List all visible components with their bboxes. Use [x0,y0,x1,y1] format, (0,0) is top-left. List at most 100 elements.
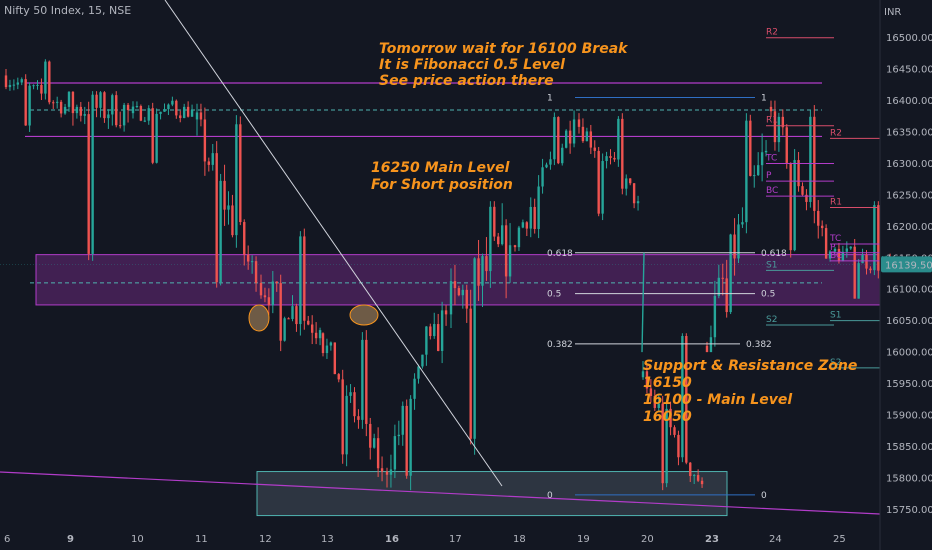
candle-17-5[interactable] [469,308,472,439]
candle-10-4[interactable] [147,108,150,121]
candle-6-12[interactable] [52,102,55,104]
candle-10-3[interactable] [143,120,147,122]
candle-10-5[interactable] [151,108,154,163]
candle-11-11[interactable] [239,124,242,223]
candle-18-1[interactable] [517,227,521,248]
candle-18-0[interactable] [513,245,517,248]
trendline-layer[interactable] [0,0,881,515]
candle-23-5[interactable] [725,278,728,313]
candle-6-15[interactable] [63,106,67,114]
candle-9-15[interactable] [126,104,130,111]
candle-20-4[interactable] [657,403,660,408]
candle-24-15[interactable] [828,251,832,259]
candle-9-13[interactable] [118,125,122,127]
candle-12-10[interactable] [299,236,302,325]
candle-10-2[interactable] [139,106,143,121]
candle-23-15[interactable] [764,150,768,153]
candle-18-9[interactable] [549,159,552,165]
candles-layer[interactable] [4,59,896,491]
candle-12-14[interactable] [314,332,318,339]
candle-24-4[interactable] [785,127,788,163]
candle-13-1[interactable] [325,345,329,354]
candle-12-9[interactable] [295,306,298,325]
candle-9-12[interactable] [115,95,118,126]
candle-11-13[interactable] [246,254,250,262]
candle-13-13[interactable] [372,438,376,448]
candle-20-15[interactable] [700,480,704,485]
candle-25-4[interactable] [849,246,852,249]
candle-16-0[interactable] [385,471,389,475]
candle-25-7[interactable] [861,254,864,264]
candle-13-6[interactable] [345,395,348,455]
candle-16-8[interactable] [417,366,420,379]
candle-19-11[interactable] [621,118,624,189]
candle-24-5[interactable] [789,162,792,251]
candle-12-2[interactable] [267,297,271,306]
candle-12-12[interactable] [307,320,310,325]
candle-6-13[interactable] [55,101,59,103]
candle-10-12[interactable] [179,115,182,119]
candle-17-2[interactable] [457,288,461,296]
candle-25-11[interactable] [877,205,880,271]
candle-24-13[interactable] [820,225,824,229]
candle-10-15[interactable] [190,110,194,117]
candle-11-5[interactable] [215,153,218,283]
candle-19-2[interactable] [585,131,589,142]
candle-18-15[interactable] [572,119,576,144]
candle-12-6[interactable] [283,318,286,341]
candle-6-2[interactable] [12,84,16,86]
candle-17-11[interactable] [493,206,496,237]
candle-18-6[interactable] [537,186,540,229]
candle-16-6[interactable] [409,398,412,476]
candle-9-2[interactable] [75,106,79,114]
candle-19-1[interactable] [581,126,585,142]
candle-12-7[interactable] [287,318,290,320]
candle-20-3[interactable] [653,395,657,408]
candle-6-6[interactable] [28,85,31,126]
candle-12-15[interactable] [318,330,322,339]
candle-6-9[interactable] [40,84,43,94]
candle-24-8[interactable] [801,186,804,195]
candle-9-7[interactable] [95,94,98,108]
candle-20-2[interactable] [649,388,653,396]
candle-9-11[interactable] [111,95,114,115]
candle-9-1[interactable] [71,91,75,114]
candle-6-3[interactable] [16,82,20,85]
candle-18-4[interactable] [529,206,532,229]
candle-13-2[interactable] [329,342,333,346]
candle-19-12[interactable] [625,178,628,189]
candle-12-1[interactable] [263,295,267,298]
candle-16-1[interactable] [389,469,393,475]
candle-17-0[interactable] [449,281,453,315]
candle-19-7[interactable] [605,156,608,162]
candle-18-7[interactable] [541,167,544,187]
candle-6-10[interactable] [44,61,47,94]
candle-9-14[interactable] [122,104,126,126]
candle-25-1[interactable] [837,248,841,262]
candle-13-4[interactable] [337,374,340,380]
candle-24-7[interactable] [797,160,800,187]
candle-19-15[interactable] [636,201,640,204]
candle-10-1[interactable] [135,106,139,108]
candle-6-0[interactable] [4,75,8,88]
candle-16-14[interactable] [440,310,444,351]
candle-9-8[interactable] [99,92,102,108]
candle-23-10[interactable] [745,120,748,223]
candle-23-6[interactable] [729,234,732,313]
candle-11-3[interactable] [207,161,211,165]
candle-12-8[interactable] [291,306,294,319]
candle-20-13[interactable] [692,475,696,477]
candle-11-14[interactable] [250,261,254,263]
candle-16-4[interactable] [401,405,404,435]
candle-11-2[interactable] [203,119,207,162]
candle-20-11[interactable] [685,335,688,463]
candle-10-10[interactable] [171,100,174,105]
candle-11-12[interactable] [243,222,246,255]
candle-25-8[interactable] [865,254,868,269]
candle-6-4[interactable] [20,79,23,83]
candle-11-1[interactable] [199,112,203,120]
candle-20-1[interactable] [645,371,649,389]
candle-17-13[interactable] [500,225,504,245]
candle-6-1[interactable] [8,84,12,88]
